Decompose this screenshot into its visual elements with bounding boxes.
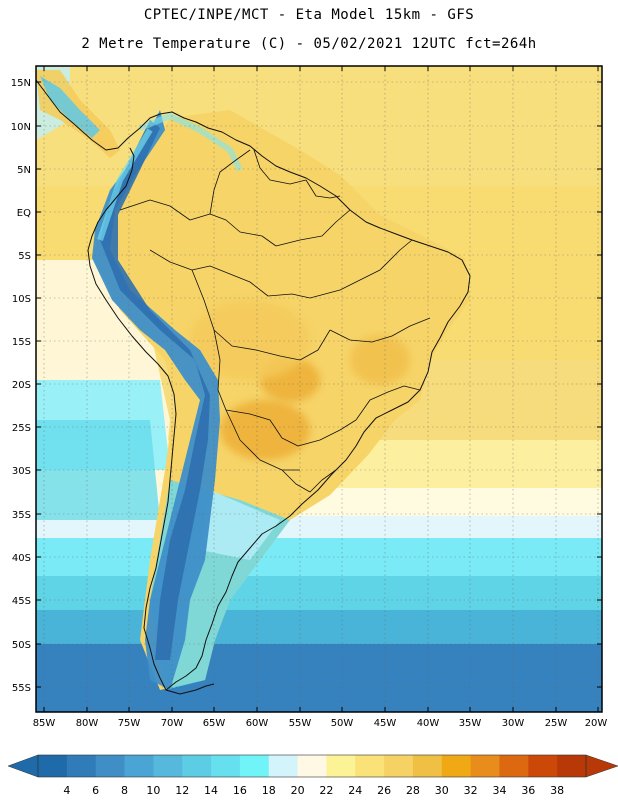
colorbar-label: 20 [291, 784, 305, 797]
lat-label: 45S [12, 596, 31, 607]
colorbar-high-arrow [585, 754, 618, 778]
colorbar-swatch [384, 755, 414, 777]
lon-label: 45W [374, 718, 397, 729]
lon-label: 40W [417, 718, 440, 729]
colorbar-label: 36 [521, 784, 535, 797]
colorbar-swatch [153, 755, 183, 777]
chart-title-line1: CPTEC/INPE/MCT - Eta Model 15km - GFS [143, 7, 475, 23]
colorbar-swatch [182, 755, 212, 777]
longitude-axis: 85W 80W 75W 70W 65W 60W 55W 50W 45W 40W … [33, 66, 608, 729]
lon-label: 30W [502, 718, 525, 729]
colorbar-swatch [355, 755, 385, 777]
lon-label: 70W [161, 718, 184, 729]
lon-label: 85W [33, 718, 56, 729]
lat-label: 55S [12, 683, 31, 694]
colorbar-swatch [124, 755, 154, 777]
colorbar-low-arrow [7, 754, 39, 778]
lat-label: 30S [12, 466, 31, 477]
chart-title-line2: 2 Metre Temperature (C) - 05/02/2021 12U… [81, 36, 537, 52]
colorbar-label: 14 [204, 784, 218, 797]
colorbar-swatch [441, 755, 472, 777]
lat-label: 5S [18, 251, 31, 262]
lat-label: 15S [12, 337, 31, 348]
lon-label: 50W [331, 718, 354, 729]
colorbar-swatch [470, 755, 500, 777]
colorbar-label: 8 [121, 784, 128, 797]
temperature-field [36, 66, 602, 712]
map-frame [35, 65, 603, 713]
lon-label: 20W [585, 718, 608, 729]
colorbar-label: 6 [92, 784, 99, 797]
colorbar-label: 16 [233, 784, 247, 797]
colorbar-swatch [297, 755, 327, 777]
lon-label: 35W [459, 718, 482, 729]
lat-label: 50S [12, 640, 31, 651]
colorbar-label: 34 [492, 784, 506, 797]
lat-label: 10N [11, 122, 31, 133]
colorbar-swatch [412, 755, 443, 777]
coastline [36, 79, 471, 695]
colorbar-label: 24 [348, 784, 362, 797]
lat-label: EQ [17, 208, 31, 219]
colorbar-swatch [326, 755, 356, 777]
colorbar-swatch [211, 755, 241, 777]
colorbar-swatch [66, 755, 97, 777]
lon-label: 25W [545, 718, 568, 729]
colorbar-label: 38 [550, 784, 564, 797]
colorbar-swatch [239, 755, 270, 777]
colorbar-label: 26 [377, 784, 391, 797]
colorbar-label: 12 [175, 784, 189, 797]
colorbar-outline [37, 754, 587, 778]
lon-label: 65W [203, 718, 226, 729]
lat-label: 20S [12, 380, 31, 391]
colorbar-swatch [95, 755, 126, 777]
colorbar-label: 22 [319, 784, 333, 797]
colorbar-label: 10 [146, 784, 160, 797]
lon-label: 55W [289, 718, 312, 729]
colorbar-label: 18 [262, 784, 276, 797]
lon-label: 60W [246, 718, 269, 729]
latitude-axis: 15N 10N 5N EQ 5S 10S 15S 20S 25S 30S 35S… [11, 78, 602, 694]
colorbar-swatch [499, 755, 529, 777]
colorbar: 4 6 8 10 12 14 16 18 20 22 24 26 28 30 32 34 36 38 [7, 754, 618, 797]
lon-label: 75W [118, 718, 141, 729]
lat-label: 25S [12, 423, 31, 434]
lat-label: 15N [11, 78, 31, 89]
colorbar-label: 28 [406, 784, 420, 797]
lat-label: 5N [17, 165, 31, 176]
colorbar-label: 4 [63, 784, 70, 797]
lat-label: 40S [12, 553, 31, 564]
lat-label: 10S [12, 294, 31, 305]
lat-label: 35S [12, 510, 31, 521]
colorbar-swatch [268, 755, 299, 777]
colorbar-swatch [38, 755, 68, 777]
colorbar-swatch [557, 755, 587, 777]
lon-label: 80W [76, 718, 99, 729]
colorbar-swatch [528, 755, 558, 777]
colorbar-label: 32 [464, 784, 478, 797]
colorbar-label: 30 [435, 784, 449, 797]
country-borders [119, 149, 431, 493]
